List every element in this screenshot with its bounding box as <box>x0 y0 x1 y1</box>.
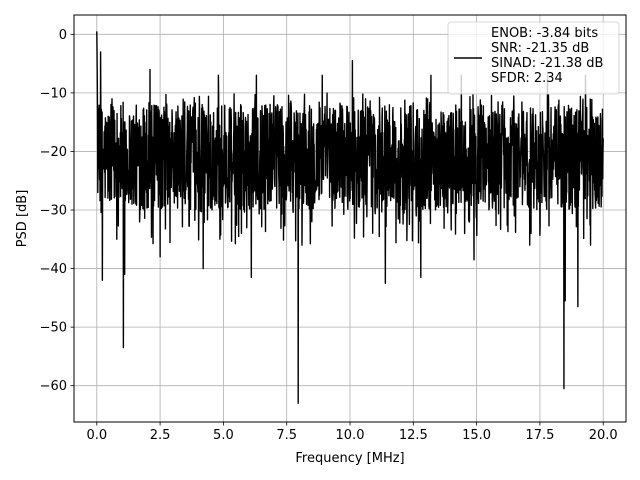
x-tick-label: 17.5 <box>525 428 554 443</box>
x-tick-label: 0.0 <box>86 428 107 443</box>
y-axis-label: PSD [dB] <box>15 190 30 248</box>
x-tick-label: 2.5 <box>150 428 171 443</box>
x-tick-label: 10.0 <box>336 428 365 443</box>
x-tick-label: 5.0 <box>213 428 234 443</box>
y-tick-label: −20 <box>40 145 67 160</box>
y-tick-label: −30 <box>40 204 67 219</box>
x-tick-label: 12.5 <box>399 428 428 443</box>
y-tick-label: −10 <box>40 86 67 101</box>
psd-series-line <box>96 31 604 404</box>
y-axis: 0 −10 −20 −30 −40 −50 −60 <box>40 28 74 394</box>
legend-entry-line: ENOB: -3.84 bits <box>491 26 598 41</box>
legend-entry-line: SFDR: 2.34 <box>491 71 563 86</box>
x-axis: 0.0 2.5 5.0 7.5 10.0 12.5 15.0 17.5 20.0 <box>86 422 618 443</box>
series-layer <box>96 31 604 404</box>
x-tick-label: 7.5 <box>276 428 297 443</box>
y-tick-label: 0 <box>59 28 67 43</box>
x-axis-label: Frequency [MHz] <box>295 451 404 466</box>
x-tick-label: 15.0 <box>462 428 491 443</box>
legend-entry-line: SNR: -21.35 dB <box>491 41 589 56</box>
y-tick-label: −50 <box>40 321 67 336</box>
legend-entry-line: SINAD: -21.38 dB <box>491 56 603 71</box>
x-tick-label: 20.0 <box>589 428 618 443</box>
legend-box <box>447 21 620 95</box>
y-tick-label: −40 <box>40 262 67 277</box>
y-tick-label: −60 <box>40 379 67 394</box>
